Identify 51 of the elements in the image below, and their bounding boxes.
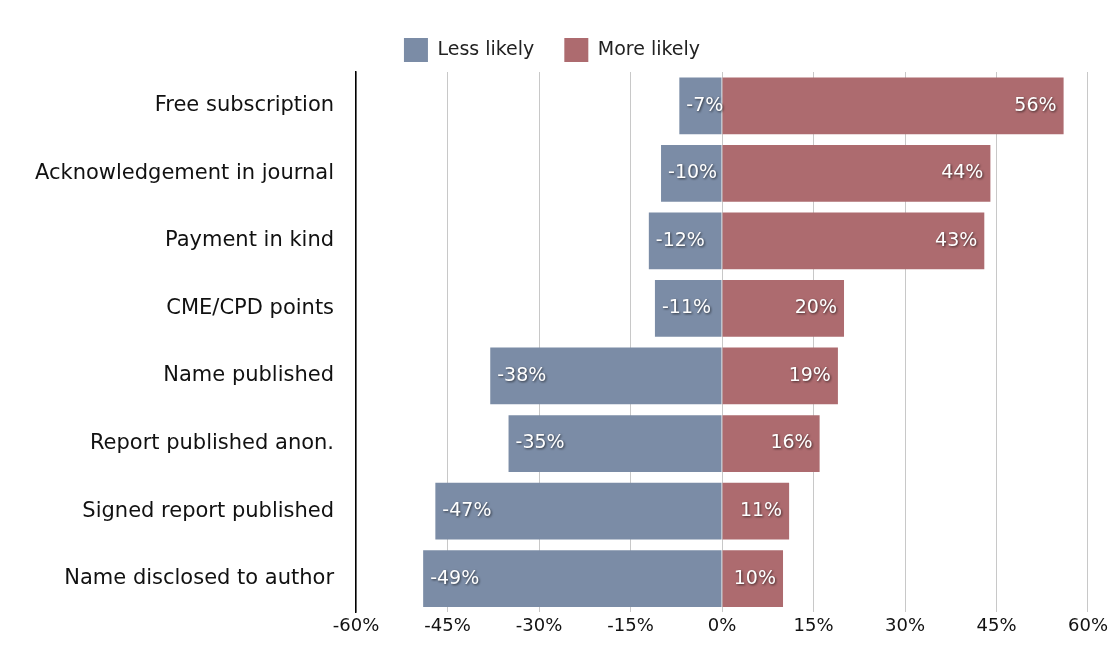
data-label: 44%: [941, 160, 984, 183]
bar: [722, 347, 838, 405]
x-tick-label: -45%: [424, 613, 471, 635]
bar: [722, 280, 845, 337]
data-label: 10%: [733, 565, 777, 588]
x-tick-label: 30%: [885, 613, 926, 635]
y-tick-label: Signed report published: [82, 497, 335, 522]
x-tick-label: 15%: [793, 613, 834, 635]
y-tick-label: Name disclosed to author: [64, 565, 335, 590]
bar: [508, 415, 722, 472]
data-label: -11%: [661, 295, 712, 318]
data-label: -10%: [668, 160, 718, 183]
y-tick-label: CME/CPD points: [166, 294, 335, 319]
bar: [654, 280, 722, 337]
data-label: 56%: [1014, 92, 1057, 115]
y-tick-label: Free subscription: [154, 92, 335, 117]
bar: [490, 347, 722, 405]
data-label: 43%: [935, 227, 978, 250]
x-tick-label: 60%: [1067, 613, 1108, 635]
y-tick-label: Acknowledgement in journal: [34, 159, 335, 184]
bar: [722, 212, 985, 270]
x-tick-label: -60%: [332, 613, 380, 635]
x-tick-label: -15%: [607, 613, 654, 635]
data-label: 16%: [770, 430, 813, 453]
data-label: -49%: [430, 565, 480, 588]
data-label: 11%: [739, 498, 783, 521]
x-tick-label: -30%: [515, 613, 563, 635]
data-label: -12%: [655, 227, 705, 250]
data-label: -47%: [442, 498, 492, 521]
bar: [648, 212, 722, 270]
bar: [722, 550, 784, 607]
data-label: 20%: [794, 295, 838, 318]
bar: [722, 77, 1064, 135]
y-tick-label: Payment in kind: [164, 227, 335, 252]
bar: [722, 415, 820, 472]
bar: [435, 482, 722, 540]
bar: [679, 77, 722, 135]
legend-label: Less likely: [437, 36, 535, 59]
bar: [722, 482, 790, 540]
bar: [423, 550, 722, 607]
data-label: -7%: [686, 92, 724, 115]
y-tick-label: Report published anon.: [89, 429, 335, 454]
bar: [661, 144, 722, 202]
x-tick-label: 0%: [707, 613, 737, 635]
data-label: 19%: [788, 362, 831, 385]
y-tick-label: Name published: [163, 362, 335, 387]
x-tick-label: 45%: [976, 613, 1017, 635]
bar: [722, 144, 991, 202]
data-label: -35%: [515, 430, 565, 453]
data-label: -38%: [497, 362, 547, 385]
legend-label: More likely: [597, 36, 701, 59]
